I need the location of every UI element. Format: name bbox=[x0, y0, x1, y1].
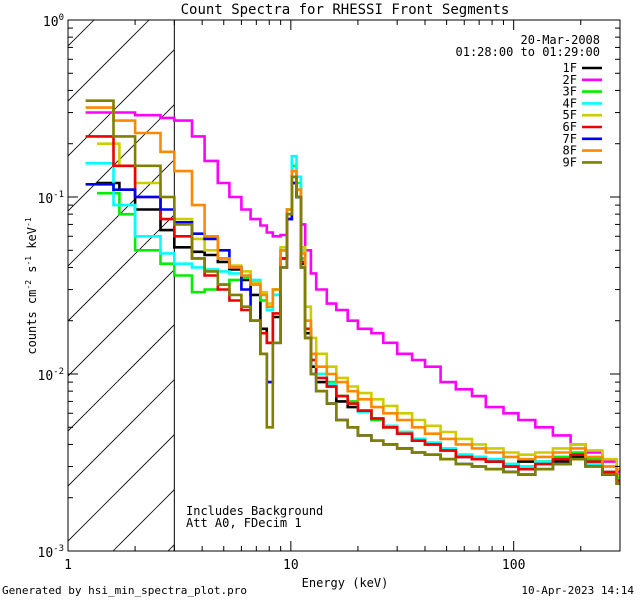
series-line-4F bbox=[85, 154, 620, 482]
x-tick-label-1: 1 bbox=[64, 558, 72, 573]
series-line-5F bbox=[97, 142, 620, 471]
legend-label-8F: 8F bbox=[563, 144, 577, 158]
legend-label-3F: 3F bbox=[563, 85, 577, 99]
date-label: 20-Mar-2008 bbox=[521, 33, 600, 47]
y-tick-label-0.001: 10-3 bbox=[38, 544, 65, 561]
y-tick-label-0.01: 10-2 bbox=[38, 367, 65, 384]
legend-label-4F: 4F bbox=[563, 96, 577, 110]
x-axis-label: Energy (keV) bbox=[302, 576, 389, 590]
x-tick-label-10: 10 bbox=[283, 558, 299, 573]
hatch-line bbox=[68, 379, 175, 487]
hatch-line bbox=[68, 159, 175, 267]
hatch-line bbox=[68, 49, 175, 157]
annotation-background: Includes Background bbox=[186, 504, 323, 518]
hatch-line bbox=[68, 434, 175, 542]
legend-label-1F: 1F bbox=[563, 61, 577, 75]
legend-label-2F: 2F bbox=[563, 73, 577, 87]
chart-title: Count Spectra for RHESSI Front Segments bbox=[181, 2, 510, 18]
plot-frame bbox=[67, 19, 621, 552]
legend-label-9F: 9F bbox=[563, 155, 577, 169]
hatch-line bbox=[68, 214, 175, 322]
series-line-9F bbox=[85, 99, 620, 485]
legend-label-5F: 5F bbox=[563, 108, 577, 122]
generated-by-text: Generated by hsi_min_spectra_plot.pro bbox=[2, 584, 248, 597]
hatch-line bbox=[68, 20, 150, 102]
series-line-2F bbox=[85, 111, 620, 474]
legend-label-6F: 6F bbox=[563, 120, 577, 134]
x-tick-label-100: 100 bbox=[502, 558, 525, 573]
y-axis-label: counts cm-2 s-1 keV-1 bbox=[24, 217, 39, 354]
timestamp-text: 10-Apr-2023 14:14 bbox=[521, 584, 634, 597]
hatch-line bbox=[68, 324, 175, 432]
y-tick-label-1: 100 bbox=[43, 13, 64, 30]
y-tick-label-0.1: 10-1 bbox=[38, 190, 65, 207]
hatch-line bbox=[68, 20, 95, 47]
time-range-label: 01:28:00 to 01:29:00 bbox=[456, 45, 601, 59]
annotation-attenuator: Att A0, FDecim 1 bbox=[186, 516, 302, 530]
legend-label-7F: 7F bbox=[563, 132, 577, 146]
axis-ticks bbox=[67, 19, 621, 552]
series-line-8F bbox=[85, 106, 620, 476]
series-line-6F bbox=[85, 135, 620, 482]
